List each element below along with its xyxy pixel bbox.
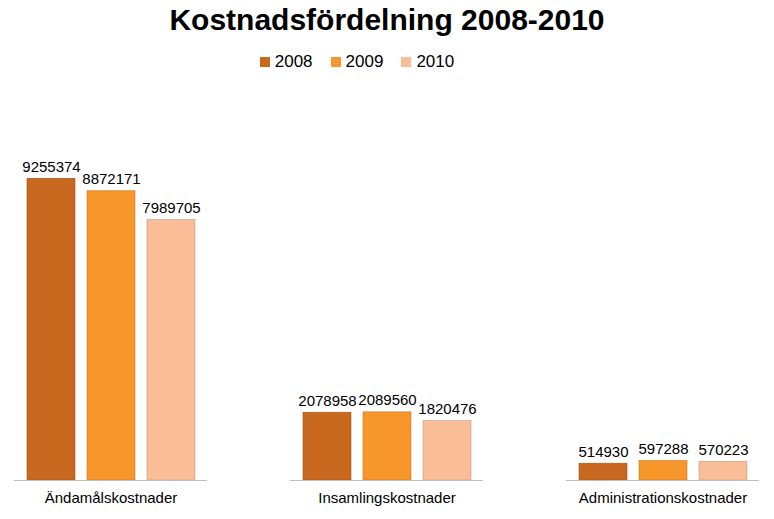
svg-text:Administrationskostnader: Administrationskostnader (579, 489, 747, 506)
svg-text:Ändamålskostnader: Ändamålskostnader (45, 489, 178, 506)
svg-text:570223: 570223 (698, 441, 748, 458)
svg-text:514930: 514930 (578, 443, 628, 460)
html-text:Kostnadsfördelning 2008-2010: Kostnadsfördelning 2008-2010 (169, 3, 605, 36)
svg-text:597288: 597288 (638, 440, 688, 457)
svg-text:Insamlingskostnader: Insamlingskostnader (318, 489, 456, 506)
svg-text:1820476: 1820476 (418, 400, 476, 417)
svg-text:7989705: 7989705 (142, 199, 200, 216)
html-text:2008: 2008 (274, 52, 313, 71)
svg-text:8872171: 8872171 (82, 170, 140, 187)
svg-text:9255374: 9255374 (22, 158, 80, 175)
html-text:2010: 2010 (416, 52, 455, 71)
svg-text:2089560: 2089560 (358, 391, 416, 408)
html-text:2009: 2009 (345, 52, 384, 71)
svg-text:2078958: 2078958 (298, 392, 356, 409)
